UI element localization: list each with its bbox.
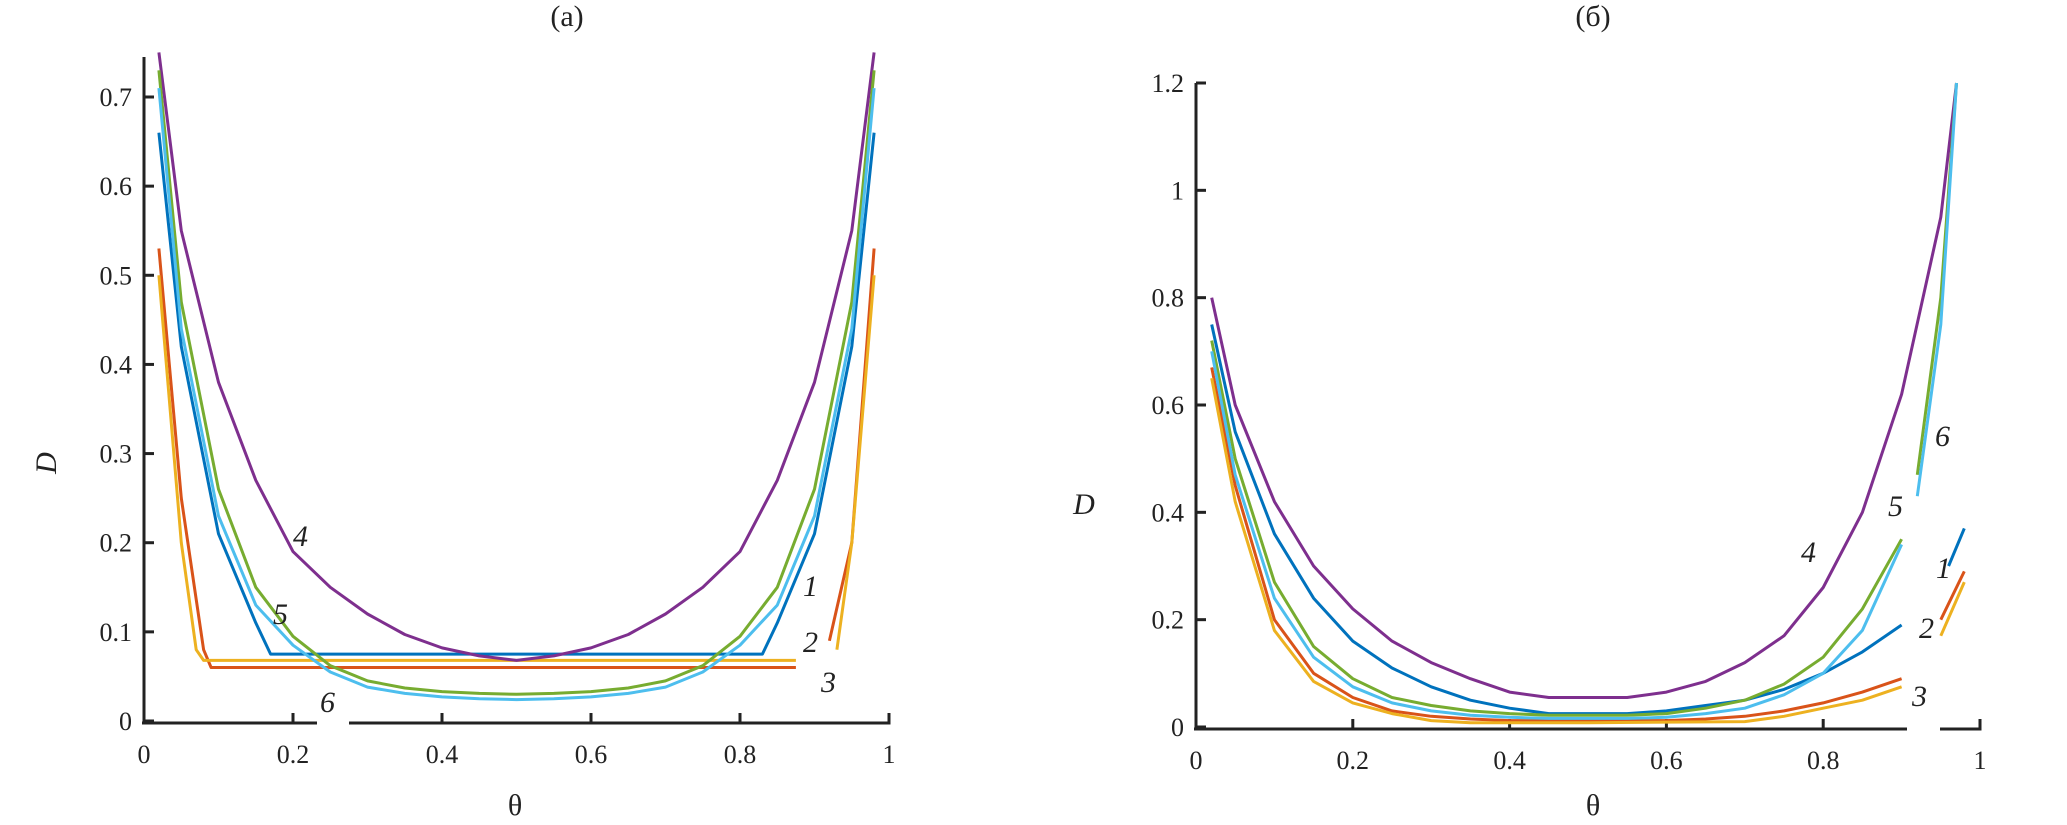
y-tick-label: 0 <box>1171 713 1184 742</box>
panel-b-curve-label-3: 3 <box>1911 680 1927 713</box>
panel-b-title: (б) <box>1575 0 1610 33</box>
series-line-4 <box>1210 82 1958 699</box>
x-tick-label: 0.2 <box>1337 746 1370 775</box>
panel-a-curve-label-2: 2 <box>803 626 818 659</box>
y-tick-label: 0.4 <box>1152 498 1185 527</box>
panel-b-curve-label-4: 4 <box>1801 536 1816 569</box>
panel-a-x-axis-right <box>349 713 891 725</box>
y-tick-label: 0.4 <box>100 350 133 379</box>
series-line-2 <box>1210 367 1966 723</box>
panel-a-curve-label-5: 5 <box>273 598 288 631</box>
x-tick-label: 1 <box>1974 746 1987 775</box>
y-tick-label: 1 <box>1171 176 1184 205</box>
y-tick-label: 0.2 <box>100 529 133 558</box>
y-tick-label: 0 <box>119 707 132 736</box>
panel-b-series <box>1210 82 1966 725</box>
x-tick-label: 1 <box>883 740 896 769</box>
x-tick-label: 0.2 <box>277 740 310 769</box>
panel-a-curve-label-1: 1 <box>803 570 818 603</box>
panel-a-curve-label-3: 3 <box>820 666 836 699</box>
x-tick-label: 0 <box>1190 746 1203 775</box>
series-line-3 <box>157 275 876 662</box>
panel-b-curve-label-1: 1 <box>1936 552 1951 585</box>
x-tick-label: 0.4 <box>426 740 459 769</box>
panel-a-x-label: θ <box>508 789 522 822</box>
panel-b-x-axis-right <box>1940 719 1982 731</box>
x-tick-label: 0.8 <box>1807 746 1840 775</box>
y-tick-label: 0.6 <box>1152 391 1185 420</box>
series-line-5 <box>157 70 876 696</box>
y-tick-label: 0.1 <box>100 618 133 647</box>
panel-b-x-label: θ <box>1586 789 1600 822</box>
x-tick-label: 0.6 <box>575 740 608 769</box>
y-tick-label: 0.3 <box>100 440 133 469</box>
panel-a-curve-label-4: 4 <box>293 520 308 553</box>
panel-b-y-label: D <box>1072 488 1095 521</box>
panel-a-y-label: D <box>30 452 63 475</box>
panel-a-ticks: 0 0.2 0.4 0.6 0.8 1 0 0.1 0.2 0.3 0.4 0.5 0.6 0.7 <box>100 83 896 769</box>
series-line-1 <box>157 132 876 656</box>
panel-a: (a) 0 0.2 0.4 0.6 0.8 1 0 0.1 0.2 0.3 0.4 0.5 0.6 0.7… <box>30 0 896 822</box>
panel-b: (б) 0 0.2 0.4 0.6 0.8 100.20.40.60.811.2 θ D … <box>1072 0 1986 822</box>
panel-b-curve-label-6: 6 <box>1935 420 1950 453</box>
panel-b-curve-label-2: 2 <box>1919 612 1934 645</box>
x-tick-label: 0.4 <box>1493 746 1526 775</box>
y-tick-label: 0.8 <box>1152 284 1185 313</box>
series-line-6 <box>157 87 876 702</box>
y-tick-label: 0.2 <box>1152 606 1185 635</box>
panel-b-ticks: 0 0.2 0.4 0.6 0.8 1 0 0.2 0.4 0.6 0.8 1 1.2 <box>1152 69 1987 775</box>
x-tick-label: 0.6 <box>1650 746 1683 775</box>
panel-a-series <box>157 52 876 702</box>
series-line-5 <box>1210 82 1958 717</box>
panel-a-curve-label-6: 6 <box>320 686 335 719</box>
series-line-4 <box>157 52 876 662</box>
panel-a-title: (a) <box>550 0 583 33</box>
series-line-6 <box>1210 82 1958 720</box>
y-tick-label: 0.6 <box>100 172 133 201</box>
series-line-1 <box>1210 324 1966 716</box>
series-line-2 <box>157 248 876 669</box>
series-line-3 <box>1210 377 1966 725</box>
y-tick-label: 0.7 <box>100 83 133 112</box>
x-tick-label: 0 <box>138 740 151 769</box>
y-tick-label: 0.5 <box>100 261 133 290</box>
x-tick-label: 0.8 <box>724 740 757 769</box>
panel-b-curve-label-5: 5 <box>1888 490 1903 523</box>
y-tick-label: 1.2 <box>1152 69 1185 98</box>
